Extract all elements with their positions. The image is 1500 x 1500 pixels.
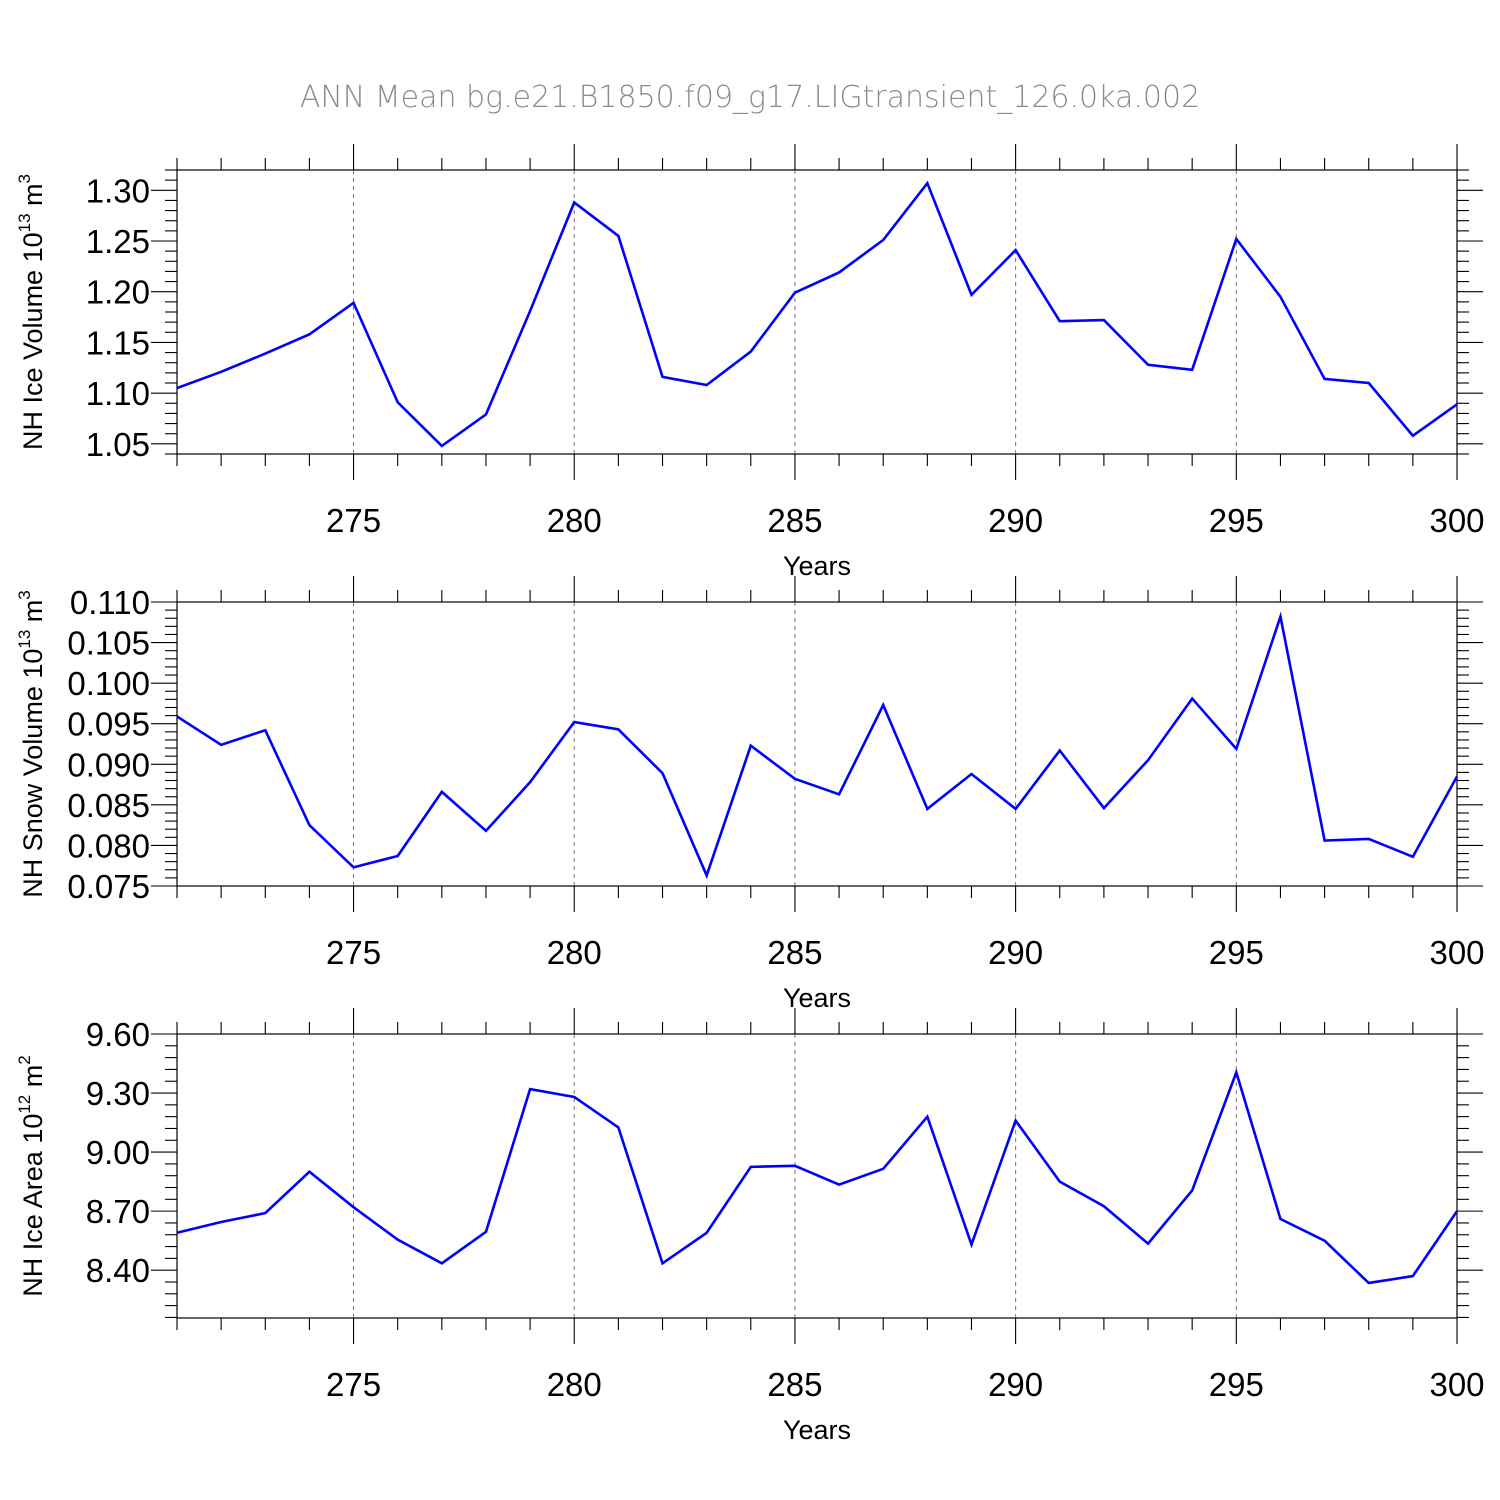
x-tick-label: 295 [1209,934,1264,971]
x-tick-label: 295 [1209,502,1264,539]
y-axis-label-unit-exponent: 3 [15,174,34,183]
series-line-1 [176,1068,1459,1285]
y-axis-label-exponent: 12 [15,1095,34,1114]
y-axis-label-unit: m [18,183,48,213]
y-axis-label-exponent: 13 [15,213,34,232]
x-tick-label: 280 [547,934,602,971]
y-tick-label: 8.70 [86,1193,150,1230]
y-tick-label: 0.110 [70,584,150,621]
x-tick-label: 290 [988,934,1043,971]
y-tick-label: 0.075 [67,868,150,905]
y-tick-label: 0.105 [67,625,150,662]
x-tick-label: 275 [326,1366,381,1403]
x-axis-label: Years [783,983,851,1013]
series-line-1 [176,611,1459,880]
y-tick-label: 0.095 [67,706,150,743]
y-tick-label: 1.05 [86,426,150,463]
x-axis-label: Years [783,551,851,581]
series-line-1 [176,180,1458,448]
y-tick-label: 1.30 [86,172,150,209]
y-tick-label: 0.090 [67,746,150,783]
y-tick-label: 0.100 [67,665,150,702]
y-tick-label: 0.085 [67,787,150,824]
figure-title: ANN Mean bg.e21.B1850.f09_g17.LIGtransie… [300,80,1200,115]
y-axis-label-text: NH Snow Volume 10 [18,649,48,898]
y-axis-label-unit: m [18,600,48,630]
x-tick-label: 295 [1209,1366,1264,1403]
y-axis-label: NH Ice Area 1012 m2 [15,1055,48,1296]
y-axis-label: NH Ice Volume 1013 m3 [15,174,48,450]
x-tick-label: 275 [326,934,381,971]
x-tick-label: 280 [547,1366,602,1403]
y-tick-label: 1.20 [86,274,150,311]
y-axis-label-unit-exponent: 3 [15,590,34,599]
x-tick-label: 280 [547,502,602,539]
x-tick-label: 290 [988,502,1043,539]
x-tick-label: 300 [1429,1366,1484,1403]
y-axis-label-text: NH Ice Volume 10 [18,232,48,450]
x-tick-label: 285 [767,502,822,539]
y-tick-label: 9.30 [86,1075,150,1112]
plot-frame [176,169,1458,455]
y-axis-label-unit: m [18,1065,48,1095]
x-tick-label: 290 [988,1366,1043,1403]
y-axis-label-exponent: 13 [15,630,34,649]
plot-frame [176,601,1458,887]
y-tick-label: 1.10 [86,375,150,412]
x-tick-label: 285 [767,934,822,971]
x-tick-label: 285 [767,1366,822,1403]
y-tick-label: 9.00 [86,1134,150,1171]
y-tick-label: 0.080 [67,827,150,864]
x-tick-label: 300 [1429,502,1484,539]
panel-1: 1.05 1.10 1.15 1.20 1.25 1.30 275 280 285 290 295 3… [15,144,1485,581]
y-tick-label: 8.40 [86,1252,150,1289]
x-tick-label: 300 [1429,934,1484,971]
y-axis-label: NH Snow Volume 1013 m3 [15,590,48,898]
y-axis-label-unit-exponent: 2 [15,1055,34,1064]
y-axis-label-text: NH Ice Area 10 [18,1114,48,1297]
y-tick-label: 9.60 [86,1016,150,1053]
x-tick-label: 275 [326,502,381,539]
x-axis-label: Years [783,1415,851,1445]
panels: 1.05 1.10 1.15 1.20 1.25 1.30 275 280 285 290 295 3… [15,144,1485,1445]
y-tick-label: 1.25 [86,223,150,260]
panel-3: 8.40 8.70 9.00 9.30 9.60 275 280 285 290 295 300 Ye… [15,1008,1485,1445]
y-tick-label: 1.15 [86,324,150,361]
